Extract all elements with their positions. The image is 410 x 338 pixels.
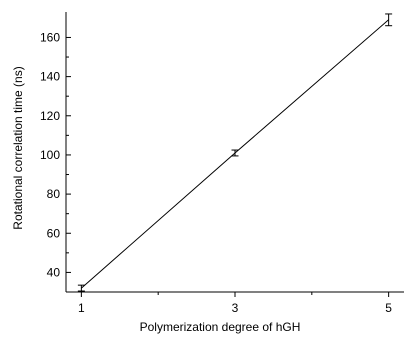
x-axis-title: Polymerization degree of hGH (140, 320, 301, 334)
error-bar (385, 13, 393, 27)
y-tick-label: 60 (47, 226, 61, 240)
y-tick-label: 100 (40, 148, 60, 162)
y-tick-label: 80 (47, 187, 61, 201)
y-tick-label: 120 (40, 109, 60, 123)
x-tick-label: 5 (385, 301, 392, 315)
error-bar (77, 284, 85, 292)
y-tick-label: 160 (40, 30, 60, 44)
x-tick-label: 1 (78, 301, 85, 315)
y-tick-label: 140 (40, 70, 60, 84)
series-layer (77, 13, 393, 292)
error-bar (231, 149, 239, 157)
x-tick-label: 3 (232, 301, 239, 315)
axes: 40 60 80 100 120 140 160 1 3 5 (40, 12, 404, 315)
y-axis-title: Rotational correlation time (ns) (11, 66, 25, 229)
y-tick-label: 40 (47, 265, 61, 279)
